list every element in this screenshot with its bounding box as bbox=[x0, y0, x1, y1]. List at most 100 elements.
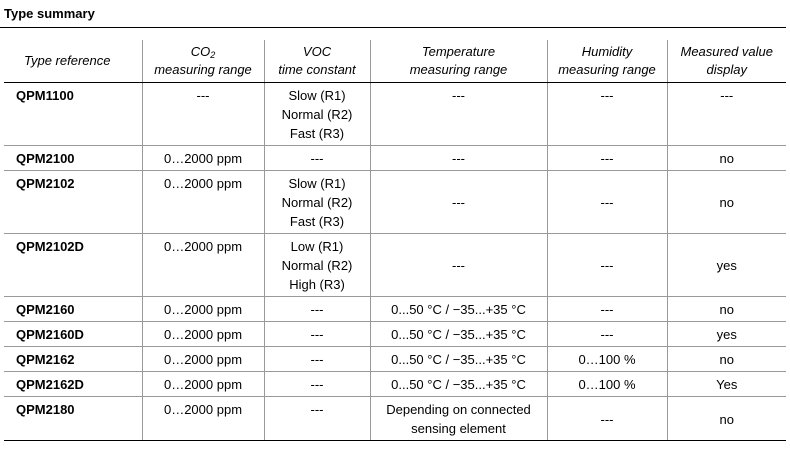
cell-co2: 0…2000 ppm bbox=[141, 371, 264, 397]
voc-line: Fast (R3) bbox=[289, 214, 345, 229]
cell-voc: --- bbox=[263, 346, 370, 372]
cell-display: yes bbox=[666, 321, 786, 347]
header-temperature: Temperature measuring range bbox=[369, 40, 547, 83]
cell-voc: --- bbox=[263, 371, 370, 397]
cell-display: no bbox=[666, 396, 786, 441]
cell-co2: 0…2000 ppm bbox=[141, 145, 264, 171]
cell-temperature: 0...50 °C / −35...+35 °C bbox=[369, 346, 547, 372]
voc-line: --- bbox=[310, 377, 324, 392]
cell-humidity: --- bbox=[546, 82, 667, 146]
voc-line: Normal (R2) bbox=[281, 195, 353, 210]
cell-temperature: Depending on connected sensing element bbox=[369, 396, 547, 441]
cell-voc: Low (R1) Normal (R2) High (R3) bbox=[263, 233, 370, 297]
header-temp-line2: measuring range bbox=[409, 62, 508, 77]
voc-line: Low (R1) bbox=[290, 239, 344, 254]
cell-voc: --- bbox=[263, 296, 370, 322]
temperature-line: Depending on connected bbox=[386, 402, 531, 417]
cell-co2: 0…2000 ppm bbox=[141, 321, 264, 347]
table-row: QPM2100 0…2000 ppm --- --- --- no bbox=[4, 145, 786, 171]
table-row: QPM2162 0…2000 ppm --- 0...50 °C / −35..… bbox=[4, 346, 786, 372]
cell-type: QPM2180 bbox=[4, 396, 142, 441]
cell-voc: Slow (R1) Normal (R2) Fast (R3) bbox=[263, 82, 370, 146]
cell-display: Yes bbox=[666, 371, 786, 397]
voc-line: High (R3) bbox=[289, 277, 345, 292]
cell-temperature: --- bbox=[369, 145, 547, 171]
table-row: QPM2162D 0…2000 ppm --- 0...50 °C / −35.… bbox=[4, 371, 786, 397]
temperature-line: sensing element bbox=[411, 421, 506, 436]
header-temp-line1: Temperature bbox=[421, 44, 496, 59]
cell-display: no bbox=[666, 296, 786, 322]
header-humidity: Humidity measuring range bbox=[546, 40, 667, 83]
cell-display: no bbox=[666, 145, 786, 171]
table-row: QPM1100 --- Slow (R1) Normal (R2) Fast (… bbox=[4, 82, 786, 146]
temperature-line: 0...50 °C / −35...+35 °C bbox=[391, 352, 526, 367]
table-body: QPM1100 --- Slow (R1) Normal (R2) Fast (… bbox=[4, 82, 786, 441]
header-co2-range: CO2 measuring range bbox=[141, 40, 264, 83]
section-title: Type summary bbox=[4, 6, 95, 21]
header-display-line2: display bbox=[706, 62, 747, 77]
temperature-line: --- bbox=[452, 195, 465, 210]
header-co2-prefix: CO bbox=[190, 44, 211, 59]
table-row: QPM2102D 0…2000 ppm Low (R1) Normal (R2)… bbox=[4, 233, 786, 297]
temperature-line: --- bbox=[452, 151, 465, 166]
cell-voc: --- bbox=[263, 321, 370, 347]
cell-humidity: --- bbox=[546, 296, 667, 322]
voc-line: --- bbox=[310, 402, 324, 417]
voc-line: Fast (R3) bbox=[289, 126, 345, 141]
cell-voc: --- bbox=[263, 396, 370, 441]
header-voc-line2: time constant bbox=[278, 62, 356, 77]
cell-temperature: 0...50 °C / −35...+35 °C bbox=[369, 296, 547, 322]
cell-co2: 0…2000 ppm bbox=[141, 233, 264, 297]
cell-type: QPM2162D bbox=[4, 371, 142, 397]
cell-type: QPM2162 bbox=[4, 346, 142, 372]
header-hum-line1: Humidity bbox=[581, 44, 633, 59]
voc-line: --- bbox=[310, 327, 324, 342]
temperature-line: 0...50 °C / −35...+35 °C bbox=[391, 327, 526, 342]
table-row: QPM2102 0…2000 ppm Slow (R1) Normal (R2)… bbox=[4, 170, 786, 234]
voc-line: Normal (R2) bbox=[281, 258, 353, 273]
voc-line: Slow (R1) bbox=[288, 176, 346, 191]
cell-temperature: 0...50 °C / −35...+35 °C bbox=[369, 321, 547, 347]
table-row: QPM2160 0…2000 ppm --- 0...50 °C / −35..… bbox=[4, 296, 786, 322]
header-type-reference: Type reference bbox=[4, 40, 142, 83]
temperature-line: 0...50 °C / −35...+35 °C bbox=[391, 302, 526, 317]
cell-temperature: --- bbox=[369, 82, 547, 146]
cell-voc: --- bbox=[263, 145, 370, 171]
header-co2-sub: 2 bbox=[210, 50, 216, 60]
cell-humidity: 0…100 % bbox=[546, 346, 667, 372]
voc-line: --- bbox=[310, 302, 324, 317]
cell-humidity: --- bbox=[546, 233, 667, 297]
cell-humidity: --- bbox=[546, 145, 667, 171]
cell-humidity: 0…100 % bbox=[546, 371, 667, 397]
cell-humidity: --- bbox=[546, 170, 667, 234]
temperature-line: --- bbox=[452, 88, 465, 103]
type-summary-table: Type reference CO2 measuring range VOC t… bbox=[4, 40, 786, 441]
cell-display: no bbox=[666, 170, 786, 234]
cell-display: no bbox=[666, 346, 786, 372]
voc-line: --- bbox=[310, 352, 324, 367]
voc-line: Slow (R1) bbox=[288, 88, 346, 103]
cell-temperature: --- bbox=[369, 170, 547, 234]
voc-line: --- bbox=[310, 151, 324, 166]
temperature-line: 0...50 °C / −35...+35 °C bbox=[391, 377, 526, 392]
cell-humidity: --- bbox=[546, 396, 667, 441]
cell-co2: 0…2000 ppm bbox=[141, 170, 264, 234]
header-co2-line2: measuring range bbox=[154, 62, 252, 77]
cell-temperature: 0...50 °C / −35...+35 °C bbox=[369, 371, 547, 397]
table-header-row: Type reference CO2 measuring range VOC t… bbox=[4, 40, 786, 83]
cell-co2: 0…2000 ppm bbox=[141, 296, 264, 322]
header-voc-line1: VOC bbox=[302, 44, 332, 59]
cell-co2: 0…2000 ppm bbox=[141, 346, 264, 372]
cell-type: QPM2102 bbox=[4, 170, 142, 234]
header-voc: VOC time constant bbox=[263, 40, 370, 83]
voc-line: Normal (R2) bbox=[281, 107, 353, 122]
table-row: QPM2160D 0…2000 ppm --- 0...50 °C / −35.… bbox=[4, 321, 786, 347]
cell-type: QPM2160D bbox=[4, 321, 142, 347]
cell-type: QPM1100 bbox=[4, 82, 142, 146]
cell-voc: Slow (R1) Normal (R2) Fast (R3) bbox=[263, 170, 370, 234]
header-co2-line1: CO2 bbox=[145, 43, 262, 61]
cell-co2: 0…2000 ppm bbox=[141, 396, 264, 441]
cell-display: yes bbox=[666, 233, 786, 297]
header-hum-line2: measuring range bbox=[558, 62, 656, 77]
table-row: QPM2180 0…2000 ppm --- Depending on conn… bbox=[4, 396, 786, 441]
